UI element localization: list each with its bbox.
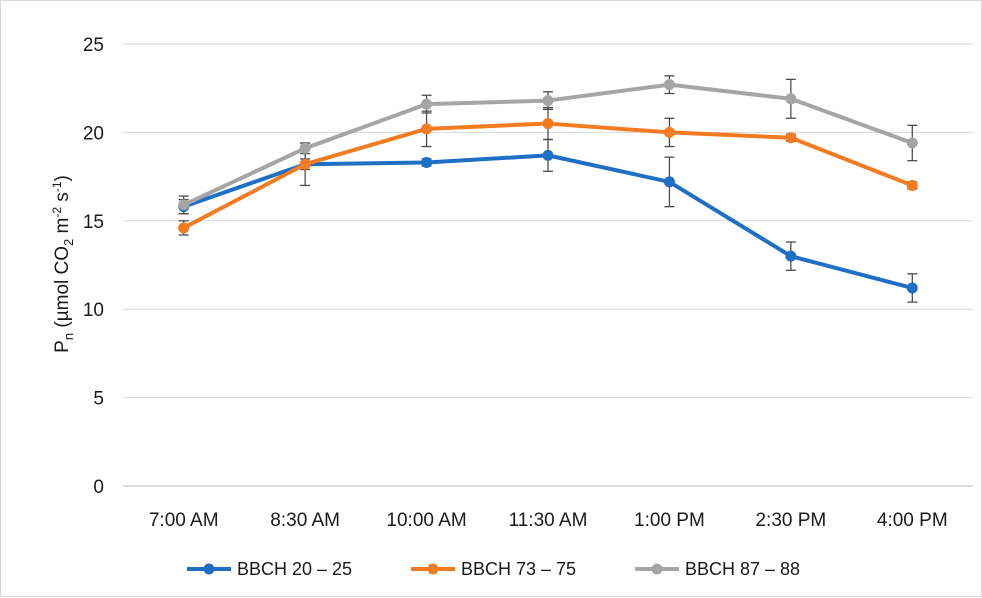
data-point [421,123,433,135]
y-tick-label: 25 [83,35,104,56]
legend-label: BBCH 73 – 75 [461,559,576,579]
y-tick-label: 10 [83,300,104,321]
data-point [178,222,190,234]
legend-item: BBCH 73 – 75 [411,559,576,579]
legend-label: BBCH 87 – 88 [685,559,800,579]
data-point [906,282,918,294]
data-point [663,79,675,91]
legend-label: BBCH 20 – 25 [237,559,352,579]
data-point [421,156,433,168]
data-point [299,142,311,154]
data-point [663,176,675,188]
data-point [299,158,311,170]
y-axis-label: Pn (µmol CO2 m-2 s-1) [50,175,76,353]
legend-swatch-marker [427,563,439,575]
x-tick-label: 10:00 AM [386,510,466,531]
y-label-subscript: n [61,333,76,340]
data-point [542,118,554,130]
y-label-superscript: -2 [50,207,64,218]
legend-swatch-marker [651,563,663,575]
legend: BBCH 20 – 25 BBCH 73 – 75 BBCH 87 – 88 [187,559,800,579]
y-label-superscript: -1 [50,181,64,192]
x-tick-label: 2:30 PM [755,510,826,531]
data-point [421,98,433,110]
series-3 [178,75,918,215]
x-tick-label: 1:00 PM [634,510,705,531]
legend-item: BBCH 87 – 88 [635,559,800,579]
x-tick-label: 7:00 AM [149,510,219,531]
y-label-main: m [52,218,73,239]
legend-swatch-marker [203,563,215,575]
x-tick-label: 8:30 AM [270,510,340,531]
y-label-subscript: 2 [61,239,76,246]
data-point [542,149,554,161]
legend-item: BBCH 20 – 25 [187,559,352,579]
y-label-main: (µmol CO [52,246,73,333]
data-point [785,93,797,105]
series-layer [178,75,918,303]
data-point [178,199,190,211]
data-point [906,137,918,149]
y-tick-label: 15 [83,212,104,233]
y-tick-label: 5 [93,389,104,410]
data-point [663,126,675,138]
y-label-main: P [52,340,73,353]
series-line [181,153,915,290]
series-2 [178,106,918,236]
data-point [906,179,918,191]
data-point [542,95,554,107]
y-label-main: s [52,192,73,207]
x-tick-label: 4:00 PM [877,510,948,531]
y-label-main: ) [52,175,73,181]
data-point [785,250,797,262]
data-point [785,132,797,144]
y-tick-label: 20 [83,123,104,144]
y-tick-label: 0 [93,477,104,498]
x-axis-ticks: 7:00 AM 8:30 AM 10:00 AM 11:30 AM 1:00 PM 2:3… [149,510,948,531]
y-axis-ticks: 0 5 10 15 20 25 [83,35,104,498]
x-tick-label: 11:30 AM [509,510,588,531]
